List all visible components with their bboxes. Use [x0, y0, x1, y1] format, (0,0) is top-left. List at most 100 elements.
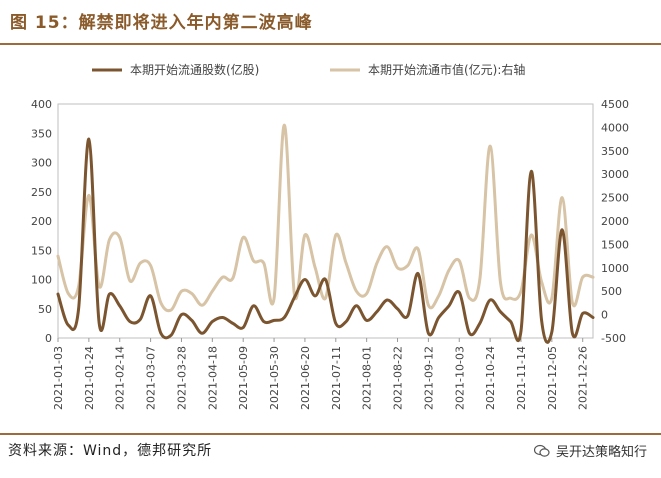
data-point-shares [170, 333, 173, 337]
data-point-shares [499, 310, 502, 313]
data-point-market-value [324, 297, 327, 300]
y-right-tick-label: 1500 [601, 238, 629, 251]
data-point-market-value [571, 301, 574, 304]
data-point-market-value [458, 259, 461, 262]
data-point-market-value [550, 297, 553, 300]
legend: 本期开始流通股数(亿股) 本期开始流通市值(亿元):右轴 [92, 62, 525, 77]
data-point-shares [344, 320, 348, 323]
data-point-shares [447, 304, 451, 307]
data-point-shares [478, 322, 481, 325]
source-note: 资料来源：Wind，德邦研究所 [8, 443, 213, 459]
data-point-market-value [159, 301, 162, 304]
data-point-market-value [67, 292, 70, 295]
chart-title: 图 15：解禁即将进入年内第二波高峰 [10, 13, 313, 33]
x-tick-label: 2021-10-24 [484, 346, 497, 410]
data-point-shares [561, 228, 564, 231]
data-point-shares [98, 322, 101, 325]
data-point-market-value [211, 290, 214, 293]
data-point-shares [159, 332, 162, 335]
data-point-shares [56, 293, 60, 296]
data-point-shares [77, 307, 80, 310]
data-point-shares [324, 278, 327, 281]
data-point-market-value [180, 290, 183, 293]
data-point-market-value [386, 245, 389, 248]
x-tick-label: 2021-08-22 [392, 346, 405, 410]
y-left-tick-label: 0 [45, 332, 52, 345]
x-tick-label: 2021-11-14 [515, 346, 528, 410]
data-point-market-value [334, 233, 337, 237]
data-point-shares [139, 318, 142, 321]
y-right-tick-label: 2500 [601, 192, 629, 205]
data-point-market-value [149, 264, 152, 267]
data-point-shares [591, 316, 595, 319]
x-tick-label: 2021-04-18 [206, 346, 219, 410]
y-left-tick-label: 100 [31, 274, 52, 287]
footer-divider [0, 433, 661, 435]
data-point-market-value [375, 262, 379, 265]
data-point-market-value [499, 280, 502, 283]
data-point-market-value [447, 269, 451, 272]
y-left-tick-label: 50 [38, 303, 52, 316]
data-point-shares [262, 320, 265, 323]
data-point-market-value [561, 196, 564, 199]
wechat-icon [533, 444, 550, 457]
data-point-shares [231, 322, 235, 325]
data-point-shares [314, 294, 317, 297]
plot-frame [57, 103, 594, 339]
data-point-market-value [200, 304, 204, 307]
data-point-market-value [540, 280, 543, 283]
data-point-shares [108, 293, 111, 296]
data-point-shares [293, 295, 296, 299]
data-point-market-value [581, 276, 584, 279]
data-point-shares [283, 316, 286, 319]
watermark-text: 吴开达策略知行 [555, 445, 647, 460]
x-tick-label: 2021-06-20 [299, 346, 312, 410]
legend-item-market-value-label: 本期开始流通市值(亿元):右轴 [368, 62, 525, 77]
y-right-tick-label: 500 [601, 285, 622, 298]
data-point-market-value [365, 292, 368, 295]
data-point-shares [303, 278, 307, 281]
data-point-shares [396, 307, 399, 310]
x-tick-label: 2021-10-03 [453, 346, 466, 410]
y-right-tick-label: 3500 [601, 145, 629, 158]
y-right-tick-label: -500 [601, 332, 626, 345]
data-point-shares [67, 324, 70, 327]
data-point-market-value [303, 233, 307, 237]
data-point-shares [190, 319, 193, 322]
data-point-shares [550, 331, 553, 334]
data-point-shares [118, 304, 121, 307]
data-point-market-value [591, 276, 595, 279]
y-right-tick-label: 4000 [601, 121, 629, 134]
data-point-market-value [427, 304, 430, 307]
data-point-shares [365, 319, 368, 322]
data-point-shares [252, 304, 255, 307]
x-tick-label: 2021-12-26 [577, 346, 590, 410]
data-point-shares [334, 322, 337, 325]
y-right-tick-label: 1000 [601, 262, 629, 275]
y-right-tick-label: 2000 [601, 215, 629, 228]
data-point-market-value [252, 259, 255, 262]
data-point-market-value [87, 194, 90, 197]
data-point-market-value [344, 262, 348, 265]
watermark: 吴开达策略知行 [533, 441, 647, 460]
data-point-market-value [272, 297, 276, 300]
data-point-market-value [355, 290, 358, 293]
data-point-market-value [231, 276, 235, 280]
y-right-tick-label: 3000 [601, 168, 629, 181]
data-point-market-value [437, 294, 440, 297]
x-tick-label: 2021-01-24 [83, 346, 96, 410]
data-point-shares [200, 332, 204, 335]
data-point-shares [571, 332, 574, 335]
y-left-tick-label: 300 [31, 157, 52, 170]
data-point-market-value [509, 297, 512, 300]
line-chart: 本期开始流通股数(亿股) 本期开始流通市值(亿元):右轴 0 50 100 150 200… [31, 62, 629, 410]
y-left-tick-label: 250 [31, 186, 52, 199]
data-point-market-value [170, 308, 173, 312]
data-point-market-value [468, 297, 471, 300]
data-point-shares [468, 332, 471, 335]
data-point-market-value [221, 276, 224, 279]
data-point-shares [272, 319, 276, 322]
y-left-tick-label: 350 [31, 127, 52, 140]
data-point-market-value [139, 262, 142, 265]
y-left-tick-label: 400 [31, 98, 52, 111]
